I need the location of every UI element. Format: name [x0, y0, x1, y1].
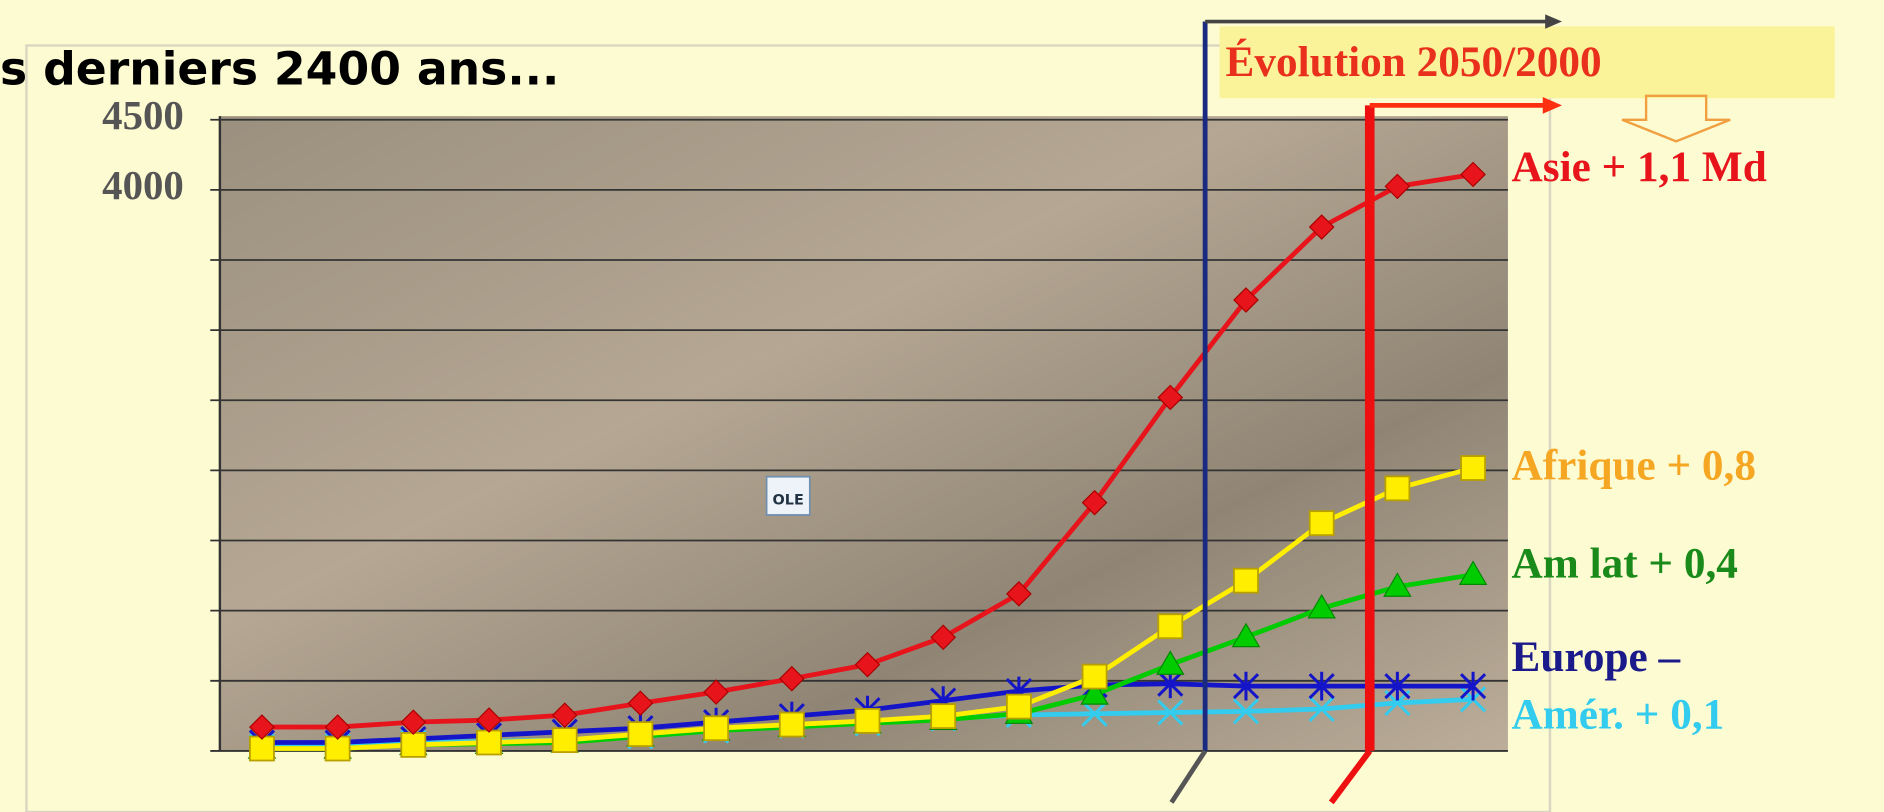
marker [400, 732, 427, 758]
series-label: Amér. + 0,1 [1512, 692, 1725, 739]
marker [1458, 560, 1488, 585]
marker [324, 714, 351, 740]
series-label: Europe – [1512, 634, 1681, 681]
marker [1308, 671, 1335, 701]
annotation: Évolution 2050/2000 [1226, 39, 1602, 86]
marker [476, 707, 502, 733]
photo-background [219, 116, 1508, 751]
marker [778, 665, 805, 692]
arrow-head [1542, 97, 1562, 114]
marker [1081, 489, 1108, 516]
marker [249, 714, 275, 740]
marker [1233, 287, 1259, 313]
marker [551, 727, 578, 753]
icon-label: OLE [773, 493, 804, 509]
marker [627, 721, 654, 747]
marker [1308, 695, 1335, 723]
marker-line-tail [1169, 749, 1208, 804]
marker-line-tail [1328, 749, 1373, 805]
series-label: Afrique + 0,8 [1512, 442, 1756, 489]
y-tick-label: 4500 [102, 93, 184, 138]
marker [1157, 613, 1184, 640]
plot: 4000 4500 [102, 93, 1508, 762]
frame [25, 44, 1552, 812]
marker [1384, 173, 1411, 200]
marker [930, 703, 957, 730]
marker [1307, 593, 1336, 619]
marker [1460, 161, 1486, 188]
marker [1233, 567, 1259, 594]
marker [400, 709, 427, 735]
marker [1157, 699, 1184, 726]
marker [324, 735, 351, 762]
marker [1308, 214, 1335, 240]
marker [249, 735, 275, 762]
marker [1232, 671, 1260, 701]
series-label: Asie + 1,1 Md [1512, 144, 1767, 191]
marker [551, 702, 578, 728]
marker [1383, 572, 1412, 597]
marker [1157, 384, 1184, 411]
marker [1460, 455, 1486, 481]
marker [854, 708, 881, 734]
marker [854, 651, 881, 678]
marker [1308, 510, 1335, 537]
marker [1081, 700, 1108, 727]
marker [627, 690, 654, 717]
marker [1459, 671, 1487, 701]
marker [1080, 680, 1109, 705]
icon-box [765, 475, 811, 516]
marker [1232, 698, 1260, 725]
marker [930, 624, 957, 651]
marker [1005, 693, 1032, 720]
marker [476, 729, 502, 756]
marker [1006, 581, 1032, 607]
arrow-head [1545, 14, 1562, 29]
down-arrow [1621, 94, 1731, 143]
y-tick-label: 4000 [102, 163, 184, 208]
marker [703, 679, 729, 705]
marker [1231, 622, 1261, 648]
marker [1384, 671, 1411, 701]
marker [778, 711, 805, 738]
marker [1384, 475, 1411, 502]
annotation-box [1219, 26, 1835, 99]
ole-icon: OLE [765, 475, 811, 516]
marker [703, 715, 730, 742]
marker [1156, 650, 1185, 675]
marker [1081, 663, 1108, 690]
chart-title: s derniers 2400 ans... [0, 42, 559, 95]
series-label: Am lat + 0,4 [1512, 541, 1738, 588]
